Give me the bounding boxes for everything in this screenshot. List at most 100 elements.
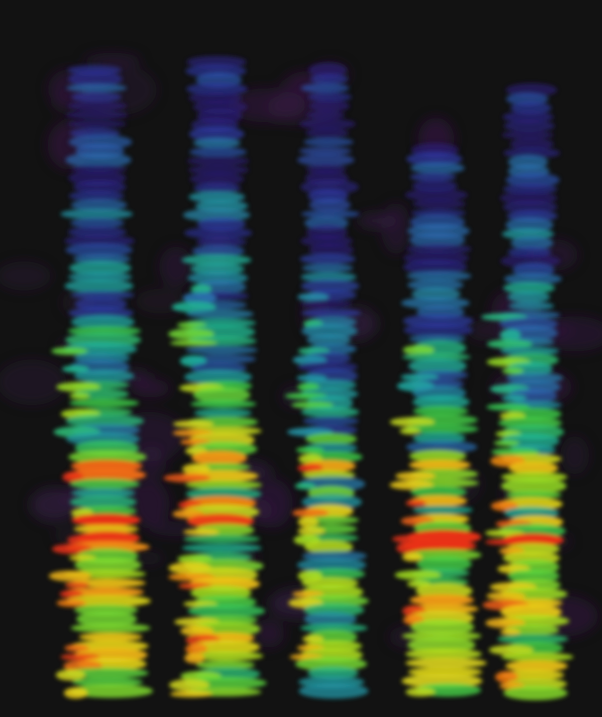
harmonic-fin: [488, 644, 534, 656]
spectral-ridge: [300, 272, 357, 282]
spectral-ridge: [401, 296, 470, 310]
harmonic-fin: [63, 687, 88, 699]
spectral-ridge: [183, 534, 260, 544]
spectral-ridge: [299, 146, 352, 156]
haze-blob: [560, 435, 590, 475]
spectral-ridge: [192, 244, 245, 258]
spectral-ridge: [66, 468, 147, 482]
spectral-ridge: [67, 120, 127, 128]
harmonic-fin: [173, 420, 214, 428]
harmonic-fin: [48, 570, 92, 582]
spectral-ridge: [408, 667, 483, 677]
spectral-ridge: [406, 243, 472, 255]
spectral-ridge: [298, 683, 369, 699]
spectral-ridge: [185, 345, 258, 355]
spectral-ridge: [78, 632, 143, 642]
harmonic-fin: [62, 471, 84, 483]
spectral-ridge: [302, 263, 354, 273]
spectral-ridge: [184, 226, 253, 240]
harmonic-fin: [493, 440, 520, 446]
spectral-ridge: [405, 648, 482, 660]
harmonic-fin: [59, 590, 83, 598]
spectral-ridge: [69, 495, 137, 509]
spectral-ridge: [305, 433, 357, 445]
spectral-ridge: [71, 198, 127, 212]
spectral-ridge: [299, 253, 356, 265]
spectral-ridge: [505, 172, 560, 188]
spectral-ridge: [193, 137, 241, 149]
harmonic-fin: [56, 599, 87, 607]
spectral-ridge: [70, 217, 125, 229]
spectral-ridge: [66, 83, 127, 93]
spectral-ridge: [509, 137, 554, 151]
spectral-ridge: [188, 191, 245, 203]
haze-blob: [131, 479, 170, 529]
spectral-ridge: [412, 395, 470, 409]
spectral-ridge: [72, 677, 143, 687]
spectral-column-3: [284, 62, 369, 699]
spectral-ridge: [187, 156, 250, 166]
spectral-ridge: [71, 91, 122, 103]
harmonic-fin: [51, 347, 88, 355]
spectral-ridge: [409, 172, 457, 182]
spectral-ridge: [500, 478, 567, 494]
spectral-ridge: [412, 505, 473, 515]
harmonic-fin: [402, 345, 435, 355]
harmonic-fin: [396, 542, 421, 554]
spectral-ridge: [503, 147, 561, 159]
spectral-ridge: [188, 651, 264, 661]
spectral-ridge: [308, 62, 348, 78]
harmonic-fin: [297, 516, 319, 528]
spectral-ridge: [308, 243, 354, 257]
spectral-ridge: [300, 623, 368, 633]
harmonic-fin: [292, 508, 329, 518]
spectral-ridge: [64, 279, 134, 293]
spectral-ridge: [69, 684, 153, 698]
spectral-ridge: [67, 101, 127, 111]
harmonic-fin: [294, 482, 316, 490]
spectral-ridge: [76, 611, 137, 627]
harmonic-fin: [400, 373, 439, 381]
harmonic-fin: [495, 671, 519, 683]
spectral-ridge: [196, 237, 247, 247]
spectral-ridge: [301, 210, 360, 218]
harmonic-fin: [394, 570, 442, 580]
spectral-ridge: [69, 478, 140, 490]
spectral-ridge: [301, 323, 358, 339]
spectral-ridge: [402, 353, 471, 361]
harmonic-fin: [399, 427, 421, 435]
spectral-ridge: [309, 100, 350, 112]
harmonic-fin: [501, 395, 527, 401]
haze-blob: [130, 379, 171, 398]
harmonic-fin: [184, 652, 205, 664]
spectral-column-4: [389, 142, 487, 697]
harmonic-fin: [296, 446, 325, 454]
spectral-ridge: [500, 346, 560, 356]
haze-blob: [159, 246, 194, 288]
spectral-ridge: [401, 631, 482, 641]
spectral-ridge: [406, 151, 463, 167]
spectral-ridge: [193, 182, 241, 194]
spectral-ridge: [412, 199, 466, 209]
spectral-ridge: [305, 127, 349, 139]
harmonic-fin: [405, 499, 427, 507]
spectral-ridge: [503, 282, 555, 294]
spectral-ridge: [193, 387, 251, 403]
spectral-ridge: [74, 557, 142, 573]
spectral-ridge: [71, 488, 136, 498]
harmonic-fin: [395, 471, 436, 481]
spectral-ridge: [68, 71, 123, 87]
haze-blob: [357, 213, 399, 229]
spectral-ridge: [309, 198, 351, 212]
spectral-columns: [48, 55, 574, 701]
harmonic-fin: [292, 590, 324, 598]
spectral-ridge: [184, 369, 252, 385]
haze-blob: [227, 88, 306, 123]
spectral-ridge: [405, 657, 487, 669]
spectral-ridge: [189, 172, 245, 186]
spectral-ridge: [300, 83, 350, 93]
harmonic-fin: [64, 581, 90, 589]
harmonic-fin: [185, 643, 208, 655]
